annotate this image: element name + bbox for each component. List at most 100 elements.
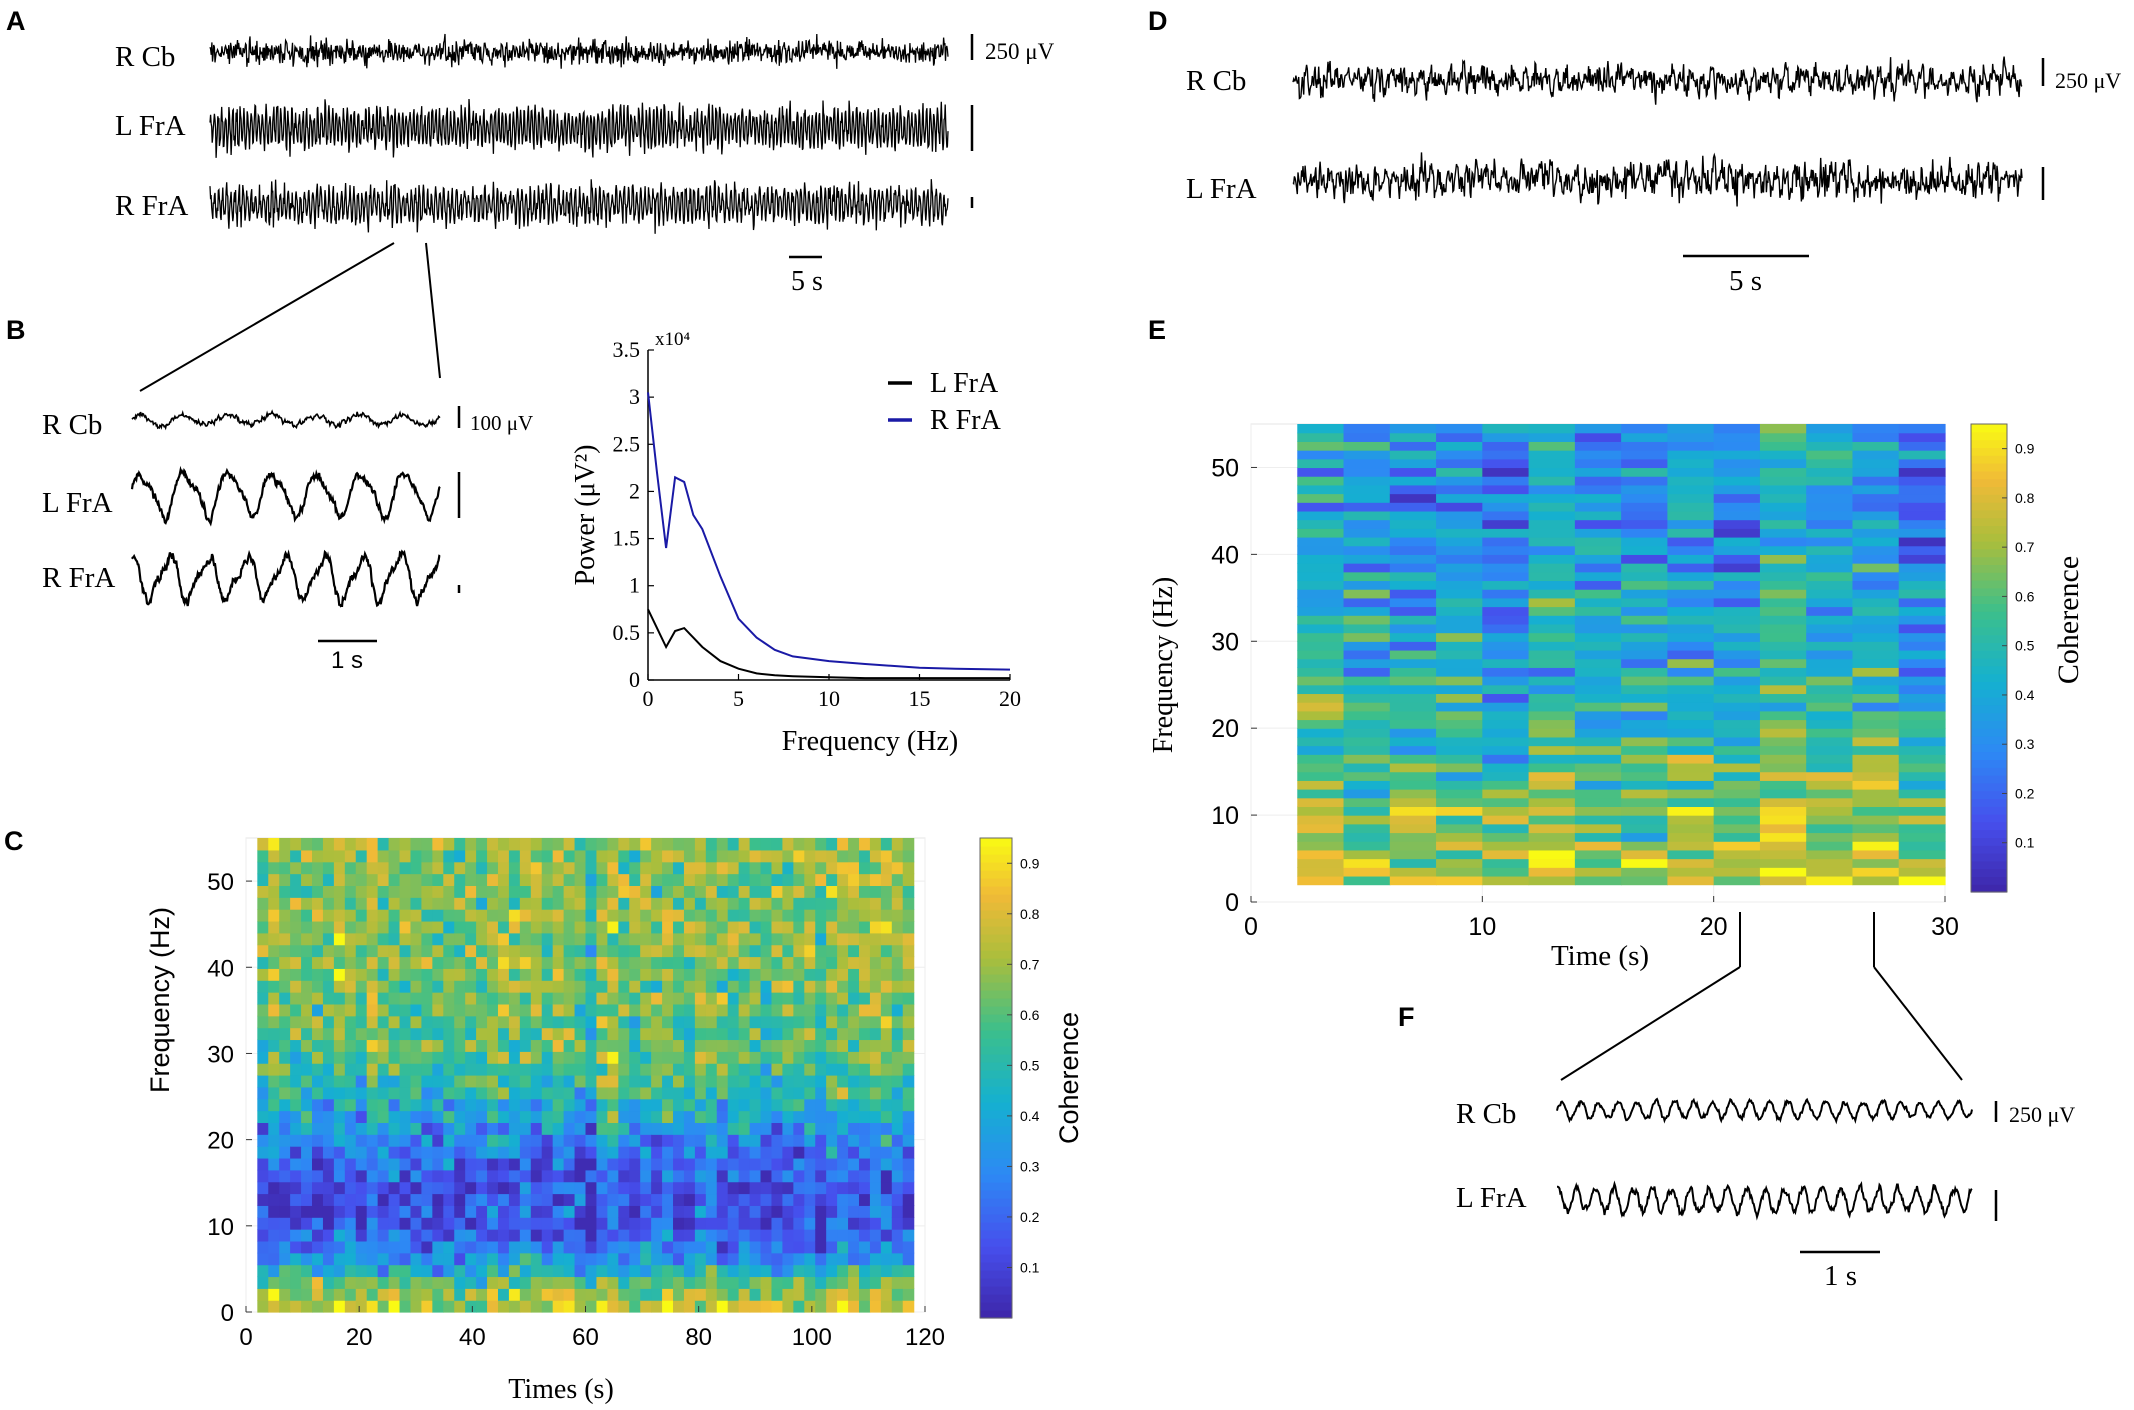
heatmap-cell	[585, 932, 598, 946]
heatmap-cell	[465, 1075, 477, 1088]
heatmap-cell	[574, 1288, 587, 1301]
heatmap-cell	[826, 849, 838, 863]
heatmap-cell	[1482, 467, 1530, 477]
heatmap-cell	[563, 1240, 576, 1254]
colorbar-segment	[1971, 548, 2007, 558]
heatmap-cell	[804, 1039, 816, 1052]
heatmap-cell	[804, 885, 816, 898]
heatmap-cell	[716, 992, 729, 1005]
legend-label-rfra: R FrA	[930, 405, 1002, 436]
heatmap-cell	[1436, 745, 1483, 755]
heatmap-cell	[443, 1264, 455, 1278]
heatmap-cell	[552, 1063, 565, 1076]
heatmap-cell	[333, 1075, 346, 1088]
heatmap-cell	[1389, 771, 1437, 781]
heatmap-cell	[497, 920, 510, 934]
heatmap-cell	[607, 1110, 619, 1123]
heatmap-cell	[530, 1122, 543, 1135]
colorbar-tick-label: 0.5	[1020, 1057, 1040, 1073]
heatmap-cell	[333, 1003, 346, 1017]
heatmap-cell	[891, 920, 904, 934]
heatmap-cell	[497, 1288, 510, 1301]
heatmap-cell	[344, 1205, 357, 1218]
heatmap-cell	[596, 1181, 608, 1195]
heatmap-cell	[1898, 806, 1946, 816]
heatmap-cell	[1621, 841, 1668, 851]
heatmap-cell	[880, 873, 893, 886]
zoom-line-a-right	[425, 242, 441, 379]
heatmap-cell	[1343, 789, 1391, 799]
heatmap-cell	[1436, 641, 1483, 651]
heatmap-cell	[257, 873, 269, 886]
heatmap-cell	[880, 1075, 893, 1088]
heatmap-cell	[508, 968, 521, 981]
heatmap-cell	[454, 1027, 466, 1041]
heatmap-cell	[848, 1075, 860, 1088]
colorbar-segment	[1971, 455, 2007, 464]
heatmap-cell	[1713, 476, 1761, 486]
heatmap-cell	[312, 1217, 324, 1230]
heatmap-cell	[301, 1098, 313, 1112]
heatmap-cell	[1436, 632, 1483, 642]
heatmap-cell	[585, 1015, 598, 1029]
heatmap-cell	[279, 873, 291, 886]
heatmap-cell	[749, 861, 762, 875]
heatmap-cell	[410, 1015, 423, 1029]
heatmap-cell	[683, 1027, 696, 1041]
heatmap-cell	[366, 1205, 379, 1218]
heatmap-cell	[902, 1039, 915, 1052]
heatmap-cell	[421, 1276, 433, 1289]
heatmap-cell	[1898, 676, 1946, 686]
heatmap-cell	[508, 1098, 521, 1112]
heatmap-cell	[355, 1229, 368, 1242]
heatmap-cell	[793, 1157, 805, 1171]
heatmap-cell	[1806, 632, 1854, 642]
heatmap-cell	[563, 1157, 576, 1171]
heatmap-cell	[1389, 554, 1437, 564]
heatmap-cell	[421, 1075, 433, 1088]
heatmap-cell	[312, 1169, 324, 1183]
heatmap-cell	[716, 1063, 729, 1076]
heatmap-cell	[858, 1288, 871, 1301]
heatmap-cell	[552, 1193, 565, 1206]
heatmap-cell	[673, 1134, 685, 1147]
heatmap-cell	[1343, 528, 1391, 538]
heatmap-cell	[1806, 736, 1854, 747]
heatmap-cell	[880, 968, 893, 981]
heatmap-cell	[388, 1063, 401, 1076]
heatmap-cell	[355, 861, 368, 875]
heatmap-cell	[1389, 858, 1437, 868]
heatmap-cell	[1852, 623, 1900, 634]
heatmap-cell	[1297, 823, 1345, 834]
heatmap-cell	[497, 1240, 510, 1254]
heatmap-cell	[607, 838, 619, 851]
heatmap-cell	[355, 1086, 368, 1100]
heatmap-cell	[322, 1264, 335, 1278]
heatmap-cell	[1667, 589, 1715, 599]
heatmap-cell	[716, 849, 729, 863]
heatmap-cell	[388, 992, 401, 1005]
heatmap-x-tick-label: 30	[1931, 913, 1959, 941]
heatmap-cell	[640, 944, 652, 958]
heatmap-cell	[1436, 554, 1483, 564]
heatmap-cell	[705, 1122, 718, 1135]
heatmap-cell	[1852, 719, 1900, 729]
heatmap-cell	[782, 1276, 794, 1289]
heatmap-cell	[1389, 545, 1437, 555]
heatmap-cell	[596, 873, 608, 886]
heatmap-cell	[574, 838, 587, 851]
heatmap-cell	[815, 897, 827, 910]
heatmap-cell	[902, 1110, 915, 1123]
heatmap-cell	[487, 1003, 499, 1017]
heatmap-cell	[410, 992, 423, 1005]
heatmap-cell	[257, 1134, 269, 1147]
heatmap-cell	[629, 1157, 641, 1171]
heatmap-cell	[279, 1288, 291, 1301]
heatmap-cell	[377, 1240, 390, 1254]
heatmap-cell	[629, 1098, 641, 1112]
heatmap-cell	[815, 1075, 827, 1088]
heatmap-cell	[869, 1110, 882, 1123]
heatmap-cell	[1528, 754, 1576, 764]
heatmap-cell	[694, 920, 707, 934]
colorbar-tick-label: 0.3	[1020, 1158, 1040, 1174]
